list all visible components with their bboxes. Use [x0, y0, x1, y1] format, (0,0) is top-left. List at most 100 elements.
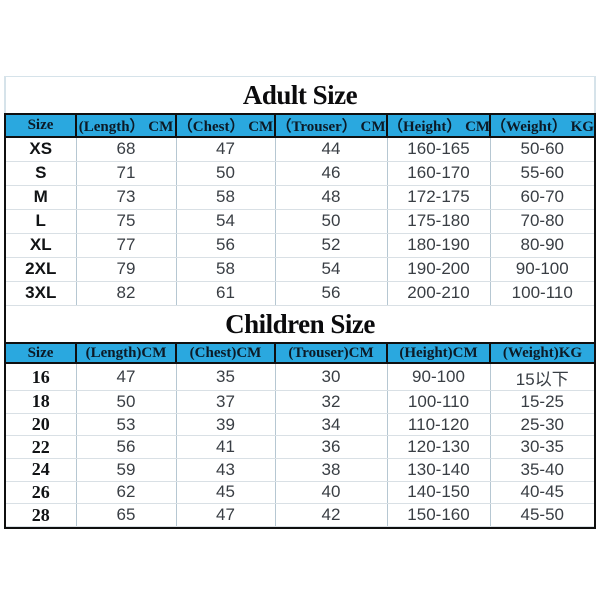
children-size-cell: 28 — [6, 503, 77, 527]
adult-height-cell: 200-210 — [387, 281, 491, 306]
children-chest-cell: 47 — [176, 503, 276, 527]
adult-column-header: Size — [6, 115, 77, 138]
children-size-cell: 16 — [6, 364, 77, 392]
adult-table-row: S 71 50 46 160-170 55-60 — [6, 161, 594, 186]
adult-column-header: （Weight） KG — [490, 115, 594, 138]
children-length-cell: 53 — [76, 413, 177, 437]
children-length-cell: 65 — [76, 503, 177, 527]
children-height-cell: 120-130 — [387, 435, 491, 460]
children-column-header: (Trouser)CM — [275, 342, 388, 365]
adult-trouser-cell: 44 — [275, 138, 388, 162]
children-header-row: Size (Length)CM (Chest)CM (Trouser)CM (Heigh… — [6, 342, 594, 365]
adult-trouser-cell: 56 — [275, 281, 388, 306]
children-weight-cell: 45-50 — [490, 503, 594, 527]
adult-trouser-cell: 54 — [275, 257, 388, 282]
children-table-row: 20 53 39 34 110-120 25-30 — [6, 413, 594, 437]
adult-chest-cell: 50 — [176, 161, 276, 186]
children-length-cell: 59 — [76, 458, 177, 482]
children-size-cell: 20 — [6, 413, 77, 437]
adult-column-header: (Length） CM — [76, 115, 177, 138]
adult-size-cell: 2XL — [6, 257, 77, 282]
adult-trouser-cell: 46 — [275, 161, 388, 186]
children-height-cell: 90-100 — [387, 364, 491, 392]
adult-length-cell: 73 — [76, 185, 177, 210]
children-table-row: 26 62 45 40 140-150 40-45 — [6, 481, 594, 505]
adult-chest-cell: 58 — [176, 185, 276, 210]
children-size-cell: 24 — [6, 458, 77, 482]
size-tables-container: Size (Length） CM （Chest） CM （Trouser） CM （He… — [4, 113, 596, 529]
children-weight-cell: 15以下 — [490, 364, 594, 392]
children-chest-cell: 37 — [176, 390, 276, 414]
adult-size-cell: XS — [6, 138, 77, 162]
adult-weight-cell: 60-70 — [490, 185, 594, 210]
adult-table-row: 3XL 82 61 56 200-210 100-110 — [6, 281, 594, 306]
adult-chest-cell: 47 — [176, 138, 276, 162]
adult-column-header: （Trouser） CM — [275, 115, 388, 138]
children-table-row: 24 59 43 38 130-140 35-40 — [6, 458, 594, 482]
adult-column-header: （Chest） CM — [176, 115, 276, 138]
children-weight-cell: 25-30 — [490, 413, 594, 437]
children-chest-cell: 41 — [176, 435, 276, 460]
children-weight-cell: 15-25 — [490, 390, 594, 414]
children-trouser-cell: 30 — [275, 364, 388, 392]
adult-chest-cell: 58 — [176, 257, 276, 282]
adult-height-cell: 160-165 — [387, 138, 491, 162]
children-table-row: 28 65 47 42 150-160 45-50 — [6, 503, 594, 527]
children-height-cell: 110-120 — [387, 413, 491, 437]
adult-length-cell: 77 — [76, 233, 177, 258]
children-size-table: 16 47 35 30 90-100 15以下 18 50 37 32 100-… — [6, 364, 594, 527]
adult-size-cell: 3XL — [6, 281, 77, 306]
adult-height-cell: 175-180 — [387, 209, 491, 234]
children-height-cell: 100-110 — [387, 390, 491, 414]
children-size-title: Children Size — [225, 308, 375, 339]
adult-table-row: 2XL 79 58 54 190-200 90-100 — [6, 257, 594, 282]
adult-size-cell: S — [6, 161, 77, 186]
children-chest-cell: 39 — [176, 413, 276, 437]
children-length-cell: 47 — [76, 364, 177, 392]
children-table-row: 18 50 37 32 100-110 15-25 — [6, 390, 594, 414]
adult-height-cell: 180-190 — [387, 233, 491, 258]
adult-weight-cell: 50-60 — [490, 138, 594, 162]
children-trouser-cell: 34 — [275, 413, 388, 437]
children-height-cell: 130-140 — [387, 458, 491, 482]
children-size-cell: 18 — [6, 390, 77, 414]
adult-length-cell: 82 — [76, 281, 177, 306]
adult-weight-cell: 70-80 — [490, 209, 594, 234]
adult-chest-cell: 56 — [176, 233, 276, 258]
adult-header-row: Size (Length） CM （Chest） CM （Trouser） CM （He… — [6, 115, 594, 138]
adult-weight-cell: 55-60 — [490, 161, 594, 186]
adult-length-cell: 71 — [76, 161, 177, 186]
children-length-cell: 56 — [76, 435, 177, 460]
children-height-cell: 140-150 — [387, 481, 491, 505]
adult-height-cell: 172-175 — [387, 185, 491, 210]
children-size-title-band: Children Size — [6, 305, 594, 343]
adult-weight-cell: 80-90 — [490, 233, 594, 258]
adult-header-table: Size (Length） CM （Chest） CM （Trouser） CM （He… — [6, 115, 594, 138]
adult-weight-cell: 90-100 — [490, 257, 594, 282]
adult-table-row: L 75 54 50 175-180 70-80 — [6, 209, 594, 234]
children-size-cell: 26 — [6, 481, 77, 505]
children-column-header: Size — [6, 342, 77, 365]
children-table-row: 16 47 35 30 90-100 15以下 — [6, 364, 594, 392]
adult-trouser-cell: 48 — [275, 185, 388, 210]
children-weight-cell: 40-45 — [490, 481, 594, 505]
adult-size-title: Adult Size — [242, 79, 358, 110]
children-weight-cell: 35-40 — [490, 458, 594, 482]
adult-table-row: XS 68 47 44 160-165 50-60 — [6, 138, 594, 162]
children-chest-cell: 43 — [176, 458, 276, 482]
adult-size-title-band: Adult Size — [4, 76, 596, 113]
children-column-header: (Length)CM — [76, 342, 177, 365]
adult-size-table: XS 68 47 44 160-165 50-60 S 71 50 46 160… — [6, 138, 594, 306]
adult-height-cell: 160-170 — [387, 161, 491, 186]
adult-table-row: XL 77 56 52 180-190 80-90 — [6, 233, 594, 258]
children-trouser-cell: 36 — [275, 435, 388, 460]
children-table-row: 22 56 41 36 120-130 30-35 — [6, 435, 594, 460]
adult-column-header: （Height） CM — [387, 115, 491, 138]
adult-size-cell: XL — [6, 233, 77, 258]
adult-trouser-cell: 50 — [275, 209, 388, 234]
adult-size-cell: M — [6, 185, 77, 210]
children-column-header: (Weight)KG — [490, 342, 594, 365]
adult-chest-cell: 54 — [176, 209, 276, 234]
children-trouser-cell: 42 — [275, 503, 388, 527]
